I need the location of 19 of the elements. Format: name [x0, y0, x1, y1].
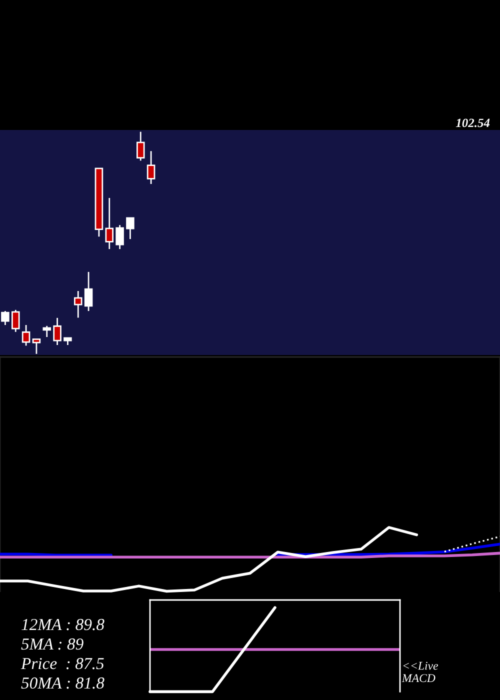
- candlestick: [146, 150, 156, 185]
- text: 102.54: [456, 118, 490, 128]
- text: <<Live MACD: [402, 662, 438, 682]
- candlestick: [116, 224, 124, 250]
- candlestick: [126, 217, 134, 240]
- candlestick: [1, 310, 10, 326]
- candlestick: [42, 325, 52, 338]
- candlestick: [74, 290, 82, 318]
- candlestick: [22, 324, 30, 346]
- text: 5MA : 89: [21, 638, 84, 650]
- candlestick: [105, 197, 114, 250]
- candlestick: [11, 309, 20, 333]
- candlestick: [32, 338, 41, 355]
- text: 50MA : 81.8: [21, 677, 104, 689]
- candlestick: [136, 131, 145, 162]
- text: 12MA : 89.8: [22, 618, 104, 630]
- text: Price : 87.5: [20, 658, 104, 670]
- candlestick: [84, 271, 93, 312]
- candlestick: [53, 317, 62, 346]
